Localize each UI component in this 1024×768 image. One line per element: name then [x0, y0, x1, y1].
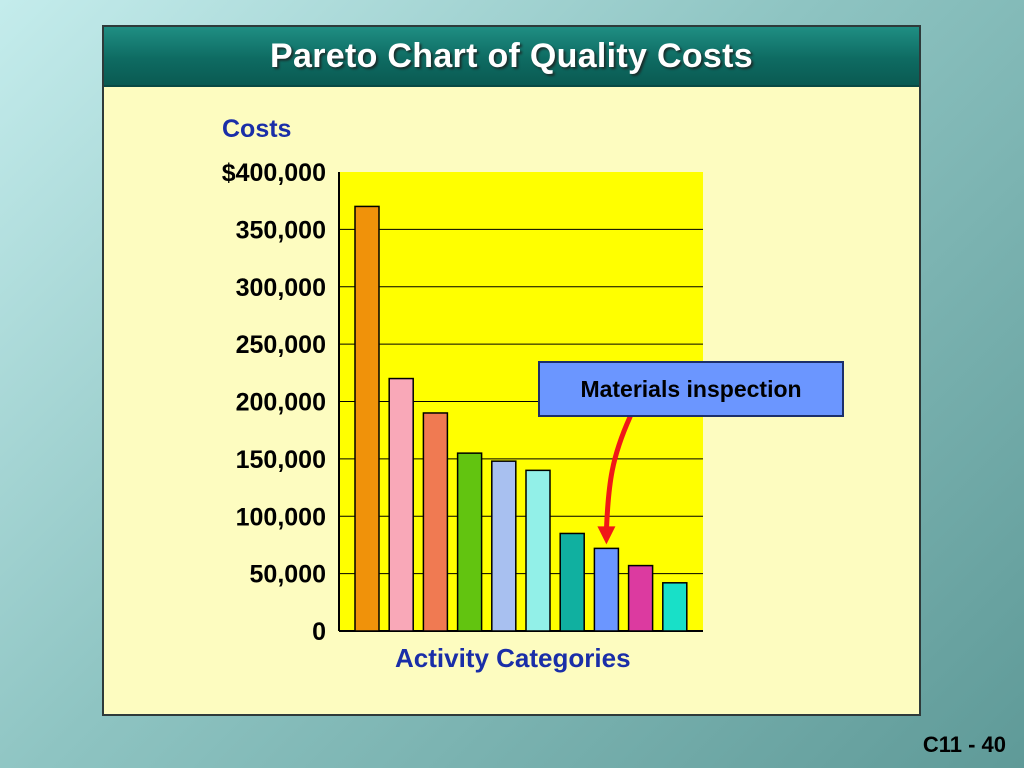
- annotation-arrow-line: [603, 414, 633, 533]
- bar: [525, 469, 551, 632]
- y-tick-label: 150,000: [236, 446, 326, 474]
- y-tick-label: 100,000: [236, 503, 326, 531]
- x-axis-title: Activity Categories: [395, 643, 631, 673]
- y-tick-label: $400,000: [222, 159, 326, 187]
- materials-inspection-callout: Materials inspection: [538, 361, 844, 417]
- slide-title: Pareto Chart of Quality Costs: [270, 36, 753, 75]
- title-bar: Pareto Chart of Quality Costs: [104, 27, 919, 87]
- bar: [627, 564, 654, 632]
- y-tick-label: 250,000: [236, 331, 326, 359]
- annotation-arrow-head: [597, 526, 616, 545]
- bar: [593, 547, 620, 632]
- bar: [559, 532, 585, 632]
- y-axis-title: Costs: [222, 115, 292, 143]
- slide-number: C11 - 40: [922, 732, 1006, 757]
- bar: [491, 460, 517, 632]
- bar: [422, 412, 449, 632]
- y-tick-label: 350,000: [236, 216, 326, 244]
- y-tick-label: 200,000: [236, 389, 326, 417]
- bar: [456, 452, 483, 632]
- y-tick-label: 0: [312, 618, 326, 646]
- y-tick-label: 50,000: [250, 561, 326, 589]
- callout-label: Materials inspection: [580, 375, 802, 402]
- bar: [662, 582, 688, 632]
- bar: [388, 377, 414, 632]
- bar: [354, 205, 380, 632]
- y-tick-label: 300,000: [236, 274, 326, 302]
